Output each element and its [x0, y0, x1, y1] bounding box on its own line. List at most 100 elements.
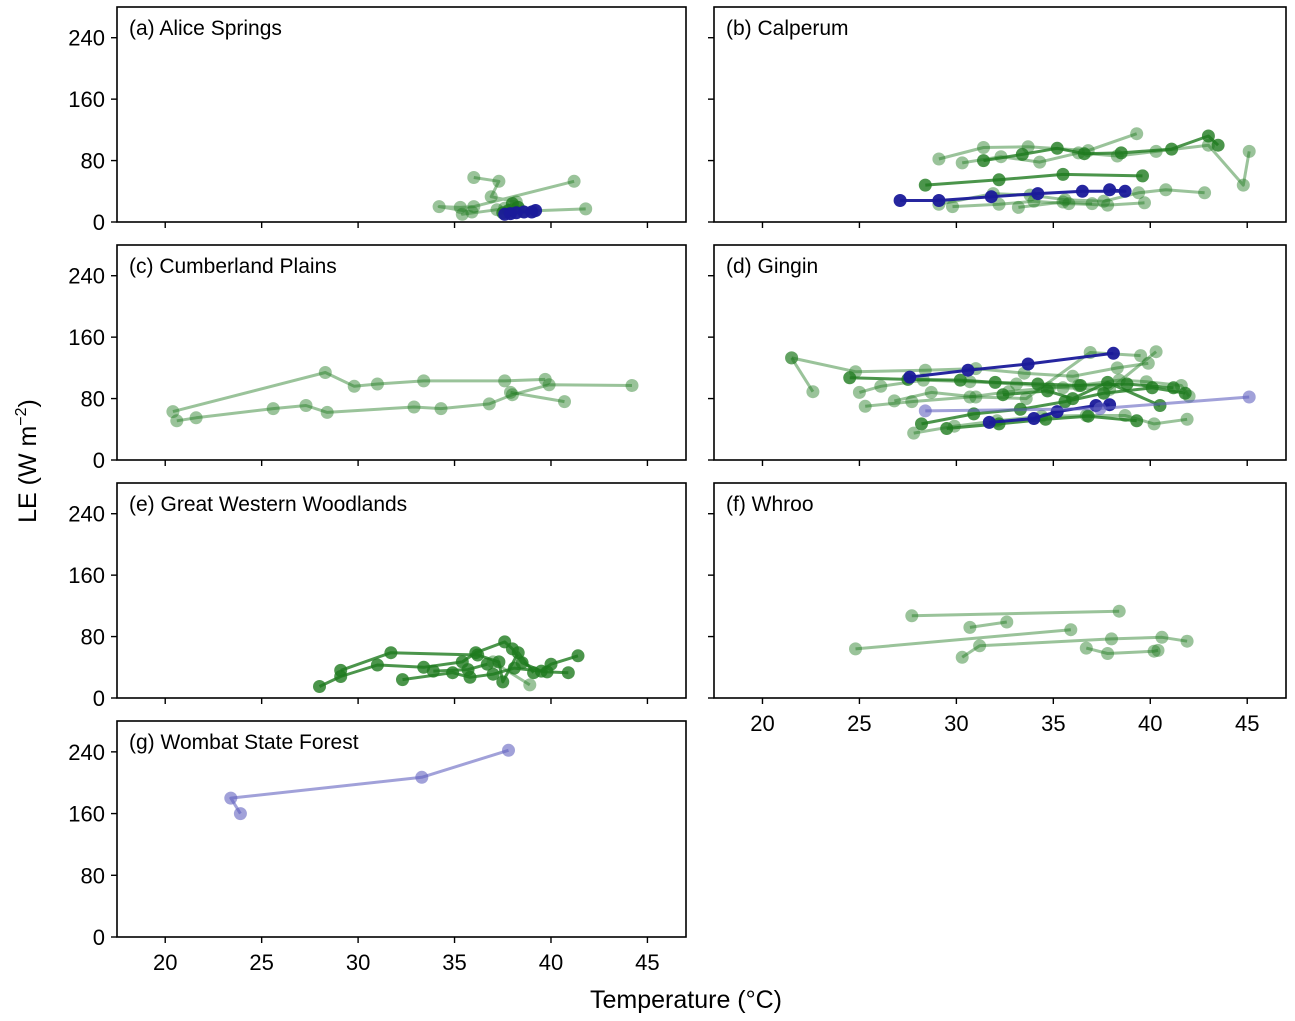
y-tick-label: 240	[68, 740, 105, 765]
data-point	[1101, 375, 1115, 389]
data-point	[1155, 630, 1169, 644]
data-point	[955, 156, 969, 170]
data-point	[233, 807, 247, 821]
data-point	[887, 394, 901, 408]
data-point	[407, 400, 421, 414]
data-point	[1041, 384, 1054, 398]
data-point	[1134, 349, 1148, 363]
data-point	[1101, 198, 1115, 212]
data-point	[932, 194, 946, 207]
panel-e: 0 80 160 240 (e) Great Western Woodlands	[68, 482, 687, 711]
data-point	[852, 385, 866, 399]
data-point	[396, 673, 409, 687]
data-point	[538, 372, 552, 386]
data-point	[1027, 412, 1041, 425]
series-line	[961, 635, 1188, 659]
x-tick-label: 30	[944, 711, 968, 736]
data-point	[523, 678, 537, 692]
data-point	[540, 665, 554, 679]
plot-frame	[116, 6, 687, 223]
x-tick-label: 20	[153, 950, 177, 975]
data-point	[1074, 379, 1087, 392]
series-line	[855, 628, 1071, 651]
data-point	[961, 363, 975, 377]
y-tick-label: 160	[68, 802, 105, 827]
x-tick-label: 45	[1235, 711, 1259, 736]
data-point	[189, 411, 203, 425]
data-point	[1103, 183, 1117, 197]
data-point	[486, 667, 500, 681]
data-point	[166, 405, 180, 419]
y-axis-title-text: LE (W m	[14, 426, 42, 523]
data-point	[482, 397, 496, 411]
data-point	[907, 426, 921, 440]
data-point	[1097, 194, 1111, 208]
y-tick-label: 240	[68, 26, 105, 51]
data-point	[1077, 147, 1091, 161]
data-point	[1118, 184, 1132, 198]
data-point	[1050, 405, 1064, 419]
data-point	[918, 404, 932, 418]
data-point	[1050, 141, 1064, 155]
data-point	[471, 648, 485, 662]
data-point	[1180, 412, 1194, 426]
series-line	[510, 390, 565, 404]
data-point	[903, 370, 917, 384]
panel-f: 20 25 30 35 40 45 (f) Whroo	[708, 482, 1287, 736]
data-point	[1201, 138, 1215, 152]
data-point	[527, 666, 541, 680]
y-axis-title-close: )	[14, 399, 42, 407]
data-point	[467, 200, 481, 214]
data-point	[1236, 178, 1250, 192]
data-point	[498, 374, 512, 388]
data-point	[1132, 186, 1146, 200]
data-point	[893, 194, 907, 207]
x-tick-label: 20	[750, 711, 774, 736]
series-line	[176, 383, 633, 423]
data-point	[1079, 641, 1093, 655]
data-point	[571, 649, 585, 663]
y-tick-label: 160	[68, 87, 105, 112]
data-point	[453, 200, 467, 214]
data-point	[905, 609, 919, 623]
data-point	[1031, 187, 1045, 201]
series-group	[893, 127, 1256, 214]
data-point	[461, 663, 475, 677]
panel-label: (g) Wombat State Forest	[129, 731, 359, 754]
x-tick-label: 35	[442, 950, 466, 975]
x-tick-label: 25	[847, 711, 871, 736]
data-point	[984, 190, 998, 204]
data-point	[1081, 409, 1095, 423]
data-point	[982, 415, 996, 429]
data-point	[1056, 195, 1070, 209]
data-point	[1058, 193, 1072, 207]
data-point	[1085, 197, 1099, 211]
data-point	[1145, 381, 1159, 395]
data-point	[224, 791, 238, 805]
series-line	[849, 376, 1174, 390]
data-point	[370, 377, 384, 391]
data-point	[992, 173, 1006, 187]
x-tick-label: 30	[346, 950, 370, 975]
y-tick-label: 0	[93, 210, 105, 235]
data-point	[434, 402, 448, 416]
series-line	[790, 357, 815, 393]
data-point	[505, 388, 519, 402]
data-point	[1130, 414, 1144, 428]
data-point	[347, 379, 361, 393]
x-tick-label: 45	[635, 950, 659, 975]
y-tick-label: 0	[93, 686, 105, 711]
data-point	[988, 375, 1002, 389]
data-point	[996, 388, 1010, 402]
data-point	[1112, 604, 1126, 618]
data-point	[299, 399, 313, 412]
x-tick-label: 25	[249, 950, 273, 975]
series-group	[224, 743, 515, 821]
y-tick-label: 0	[93, 448, 105, 473]
data-point	[320, 405, 334, 419]
data-point	[266, 402, 280, 416]
series-group	[432, 171, 593, 221]
data-point	[1147, 417, 1161, 431]
data-point	[1141, 356, 1155, 370]
